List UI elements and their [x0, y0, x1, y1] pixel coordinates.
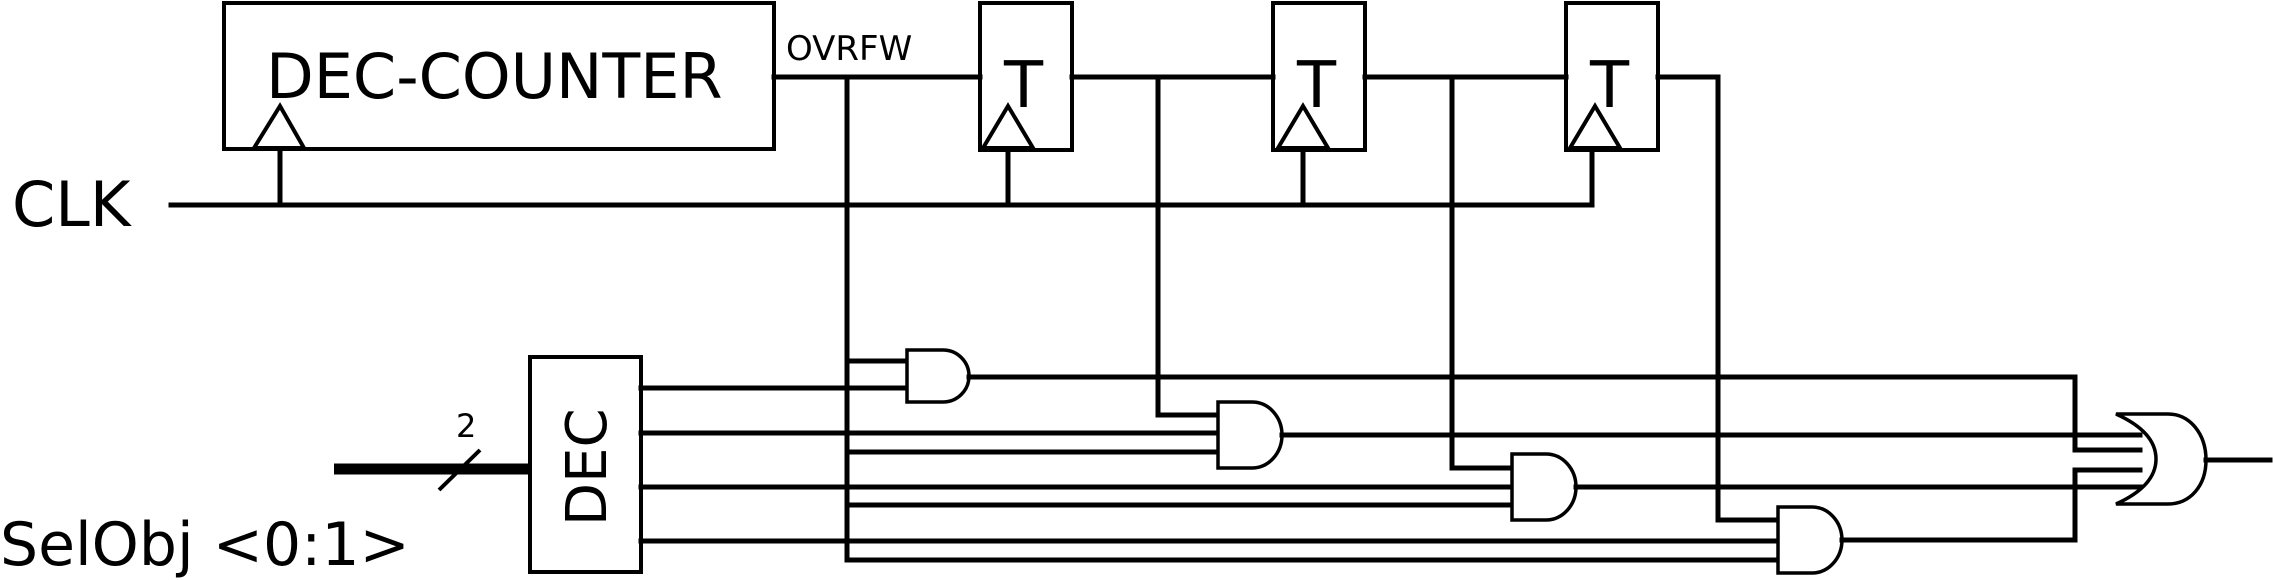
selobj-label: SelObj <0:1>: [0, 510, 410, 580]
t-flipflop-3: T: [1564, 1, 1660, 152]
t-flipflop-1: T: [978, 1, 1074, 152]
dec-counter-label: DEC-COUNTER: [266, 40, 723, 113]
clk-wire: [168, 147, 1595, 208]
ovrfw-vertical-wire: [844, 74, 1781, 563]
and-gate-4: [1776, 505, 1844, 575]
t2-to-and3-wire: [1449, 74, 1515, 471]
and4-to-or-wire: [1839, 467, 2143, 543]
bus-width-slash: [437, 448, 482, 492]
dec-counter-block: [222, 1, 776, 151]
or-gate: [2115, 412, 2208, 506]
clk-label: CLK: [12, 168, 132, 241]
t3-to-and4-wire: [1655, 74, 1781, 523]
t-flipflop-3-clock-triangle: [1566, 102, 1624, 150]
t-flipflop-2: T: [1271, 1, 1367, 152]
overflow-label: OVRFW: [786, 29, 912, 69]
and-gate-3: [1510, 452, 1578, 522]
and-gate-2: [1216, 400, 1284, 470]
bus-width-label: 2: [456, 407, 476, 445]
decoder-label: DEC: [555, 408, 620, 526]
decoder-block: [528, 355, 643, 574]
and-gate-1: [905, 348, 971, 404]
t-flipflop-2-body: [1271, 1, 1367, 152]
t1-to-and2-wire: [1155, 74, 1221, 418]
and1-to-or-wire: [966, 374, 2143, 453]
